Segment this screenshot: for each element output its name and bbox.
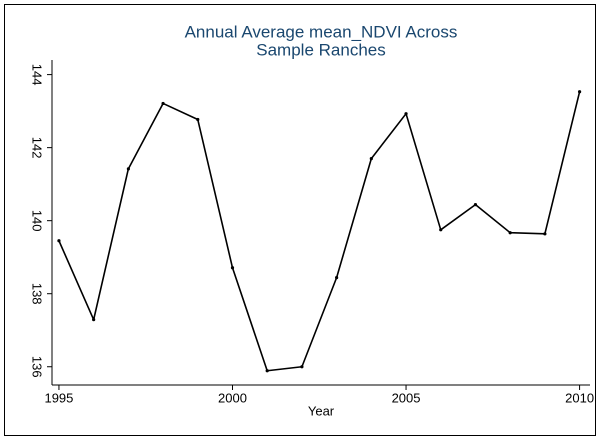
data-point <box>577 90 582 94</box>
chart-title: Sample Ranches <box>256 40 385 59</box>
data-line <box>58 91 581 372</box>
data-point <box>196 117 200 122</box>
x-tick-label: 2010 <box>565 390 594 405</box>
y-tick-label: 140 <box>30 210 45 232</box>
data-point <box>508 231 512 235</box>
data-point <box>92 318 96 322</box>
data-point <box>300 365 304 369</box>
x-tick-label: 2000 <box>218 390 247 405</box>
x-tick-label: 2005 <box>392 390 421 405</box>
x-tick-label: 1995 <box>44 390 73 405</box>
data-point <box>439 228 443 232</box>
data-point <box>230 266 235 270</box>
data-point <box>265 369 269 373</box>
data-point <box>161 101 165 106</box>
data-point <box>57 239 61 243</box>
data-point <box>369 156 373 161</box>
y-tick-label: 136 <box>30 356 45 378</box>
data-point <box>404 112 408 116</box>
data-point <box>473 203 478 207</box>
data-point <box>335 276 339 280</box>
y-tick-label: 138 <box>30 283 45 305</box>
y-tick-label: 142 <box>30 137 45 159</box>
chart-title: Annual Average mean_NDVI Across <box>185 22 458 41</box>
data-point <box>126 167 130 171</box>
y-tick-label: 144 <box>30 64 45 86</box>
data-point <box>543 232 547 236</box>
frame <box>4 4 596 436</box>
x-axis-label: Year <box>308 403 335 418</box>
